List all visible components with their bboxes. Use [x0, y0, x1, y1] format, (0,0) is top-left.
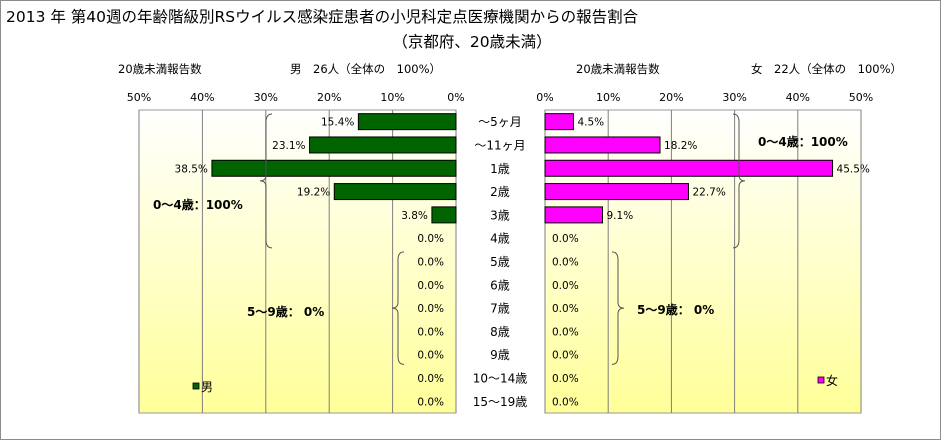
female-data-label: 0.0%	[552, 257, 579, 269]
y-category-label: 10～14歳	[473, 372, 528, 386]
male-data-label: 0.0%	[417, 303, 444, 315]
y-category-label: 6歳	[490, 278, 510, 292]
female-legend-label: 女	[826, 373, 838, 388]
male-age5-9-bracket	[391, 251, 405, 365]
male-header-total-label: 男 26人（全体の 100%）	[290, 62, 442, 76]
y-category-label: 1歳	[490, 162, 510, 176]
male-bar	[431, 206, 457, 224]
female-data-label: 0.0%	[552, 280, 579, 292]
male-data-label: 15.4%	[321, 117, 354, 129]
male-bar	[211, 159, 457, 177]
female-data-label: 18.2%	[664, 140, 697, 152]
male-bar	[309, 136, 457, 154]
female-x-tick-label: 30%	[722, 91, 746, 104]
female-data-label: 9.1%	[607, 210, 634, 222]
female-bar	[544, 183, 689, 201]
male-data-label: 0.0%	[417, 280, 444, 292]
male-data-label: 38.5%	[175, 163, 208, 175]
y-category-label: 15～19歳	[473, 395, 528, 409]
y-category-label: ～11ヶ月	[474, 138, 525, 152]
female-data-label: 0.0%	[552, 396, 579, 408]
male-data-label: 0.0%	[417, 373, 444, 385]
male-x-tick-label: 10%	[380, 91, 404, 104]
female-bar	[544, 113, 574, 131]
y-category-label: ～5ヶ月	[478, 115, 522, 129]
male-data-label: 0.0%	[417, 233, 444, 245]
female-data-label: 45.5%	[837, 163, 870, 175]
male-age0-4-bracket	[259, 113, 273, 249]
female-data-label: 0.0%	[552, 350, 579, 362]
y-category-label: 3歳	[490, 208, 510, 222]
male-age0-4-annotation: 0～4歳：100%	[153, 197, 243, 212]
female-header-total-label: 女 22人（全体の 100%）	[751, 62, 903, 76]
female-x-tick-label: 10%	[596, 91, 620, 104]
chart-title: 2013 年 第40週の年齢階級別RSウイルス感染症患者の小児科定点医療機関から…	[6, 8, 639, 26]
y-category-label: 7歳	[490, 302, 510, 316]
female-bar	[544, 136, 661, 154]
male-data-label: 0.0%	[417, 396, 444, 408]
male-bar	[357, 113, 457, 131]
male-x-tick-label: 20%	[317, 91, 341, 104]
male-bar	[333, 183, 457, 201]
female-data-label: 0.0%	[552, 303, 579, 315]
female-data-label: 0.0%	[552, 233, 579, 245]
male-x-tick-label: 50%	[127, 91, 151, 104]
male-legend-swatch	[192, 382, 200, 390]
female-x-tick-label: 50%	[849, 91, 873, 104]
female-header-count-label: 20歳未満報告数	[576, 62, 660, 76]
female-x-tick-label: 0%	[536, 91, 553, 104]
female-data-label: 22.7%	[692, 187, 725, 199]
male-age5-9-annotation: 5～9歳： 0%	[247, 304, 324, 319]
male-legend-label: 男	[201, 380, 213, 394]
female-data-label: 4.5%	[577, 117, 604, 129]
female-x-tick-label: 40%	[786, 91, 810, 104]
male-data-label: 19.2%	[297, 187, 330, 199]
male-x-tick-label: 0%	[447, 91, 464, 104]
female-age5-9-bracket	[611, 251, 625, 365]
female-age0-4-bracket	[732, 113, 746, 249]
female-data-label: 0.0%	[552, 326, 579, 338]
male-data-label: 23.1%	[272, 140, 305, 152]
y-category-label: 8歳	[490, 325, 510, 339]
male-x-tick-label: 30%	[254, 91, 278, 104]
male-plot-area	[138, 109, 457, 414]
male-x-tick-label: 40%	[190, 91, 214, 104]
y-category-label: 2歳	[490, 185, 510, 199]
male-data-label: 0.0%	[417, 326, 444, 338]
female-legend-swatch	[817, 376, 825, 384]
female-bar	[544, 159, 834, 177]
male-data-label: 0.0%	[417, 350, 444, 362]
female-x-tick-label: 20%	[659, 91, 683, 104]
male-data-label: 0.0%	[417, 257, 444, 269]
chart-subtitle: （京都府、20歳未満）	[392, 33, 552, 51]
female-plot-area	[544, 109, 862, 414]
y-category-label: 4歳	[490, 232, 510, 246]
female-age5-9-annotation: 5～9歳： 0%	[637, 302, 714, 317]
y-category-label: 5歳	[490, 255, 510, 269]
female-bar	[544, 206, 604, 224]
female-age0-4-annotation: 0～4歳：100%	[758, 134, 848, 149]
male-header-count-label: 20歳未満報告数	[118, 62, 202, 76]
female-data-label: 0.0%	[552, 373, 579, 385]
y-category-label: 9歳	[490, 348, 510, 362]
male-data-label: 3.8%	[401, 210, 428, 222]
